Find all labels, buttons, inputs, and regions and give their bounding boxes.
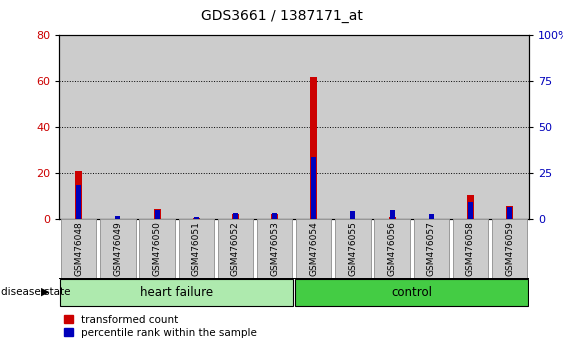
Text: GSM476052: GSM476052	[231, 221, 240, 276]
Bar	[272, 213, 277, 219]
Bar	[194, 217, 199, 219]
Bar	[390, 210, 395, 219]
Bar	[507, 207, 512, 219]
Bar	[468, 202, 473, 219]
Text: GSM476054: GSM476054	[309, 221, 318, 276]
Bar	[154, 209, 160, 219]
Bar	[429, 214, 434, 219]
FancyBboxPatch shape	[60, 279, 293, 307]
Bar	[155, 210, 159, 219]
Bar	[137, 35, 177, 219]
FancyBboxPatch shape	[296, 219, 332, 278]
Bar	[193, 218, 200, 219]
Bar	[115, 216, 120, 219]
Bar	[177, 35, 216, 219]
Bar	[429, 214, 434, 219]
FancyBboxPatch shape	[374, 219, 410, 278]
FancyBboxPatch shape	[414, 219, 449, 278]
Legend: transformed count, percentile rank within the sample: transformed count, percentile rank withi…	[64, 315, 257, 338]
Bar	[76, 185, 81, 219]
Bar	[233, 213, 238, 219]
Bar	[333, 35, 373, 219]
Text: GSM476057: GSM476057	[427, 221, 436, 276]
FancyBboxPatch shape	[453, 219, 488, 278]
Text: GDS3661 / 1387171_at: GDS3661 / 1387171_at	[200, 9, 363, 23]
Bar	[154, 209, 160, 219]
FancyBboxPatch shape	[218, 219, 253, 278]
Bar	[506, 206, 513, 219]
Text: GSM476056: GSM476056	[387, 221, 396, 276]
FancyBboxPatch shape	[61, 219, 96, 278]
Bar	[155, 210, 159, 219]
Bar	[468, 202, 473, 219]
Bar	[216, 35, 255, 219]
Bar	[310, 77, 318, 219]
FancyBboxPatch shape	[257, 219, 292, 278]
Bar	[310, 77, 318, 219]
Bar	[75, 171, 82, 219]
Bar	[272, 213, 277, 219]
Bar	[388, 217, 396, 219]
Bar	[350, 211, 355, 219]
Bar	[59, 35, 99, 219]
FancyBboxPatch shape	[492, 219, 528, 278]
Text: GSM476051: GSM476051	[192, 221, 201, 276]
Bar	[193, 218, 200, 219]
Text: control: control	[391, 286, 432, 299]
Text: ▶: ▶	[41, 287, 50, 297]
FancyBboxPatch shape	[178, 219, 214, 278]
Bar	[451, 35, 490, 219]
Bar	[506, 206, 513, 219]
Bar	[350, 211, 355, 219]
FancyBboxPatch shape	[295, 279, 529, 307]
Bar	[115, 216, 120, 219]
FancyBboxPatch shape	[100, 219, 136, 278]
Bar	[412, 35, 451, 219]
Bar	[99, 35, 137, 219]
Bar	[467, 195, 474, 219]
Text: GSM476050: GSM476050	[153, 221, 162, 276]
Bar	[233, 213, 238, 219]
Text: heart failure: heart failure	[140, 286, 213, 299]
Text: GSM476058: GSM476058	[466, 221, 475, 276]
Text: GSM476048: GSM476048	[74, 221, 83, 276]
Text: GSM476053: GSM476053	[270, 221, 279, 276]
Text: GSM476049: GSM476049	[113, 221, 122, 276]
Bar	[294, 35, 333, 219]
Bar	[388, 217, 396, 219]
Bar	[507, 207, 512, 219]
FancyBboxPatch shape	[336, 219, 370, 278]
Bar	[76, 185, 81, 219]
Bar	[194, 217, 199, 219]
FancyBboxPatch shape	[140, 219, 175, 278]
Bar	[490, 35, 529, 219]
Bar	[255, 35, 294, 219]
Text: GSM476059: GSM476059	[505, 221, 514, 276]
Bar	[232, 214, 239, 219]
Bar	[467, 195, 474, 219]
Bar	[311, 157, 316, 219]
Bar	[390, 210, 395, 219]
Bar	[311, 157, 316, 219]
Bar	[271, 214, 278, 219]
Text: GSM476055: GSM476055	[348, 221, 358, 276]
Bar	[271, 214, 278, 219]
Text: disease state: disease state	[1, 287, 70, 297]
Bar	[232, 214, 239, 219]
Bar	[75, 171, 82, 219]
Bar	[373, 35, 412, 219]
